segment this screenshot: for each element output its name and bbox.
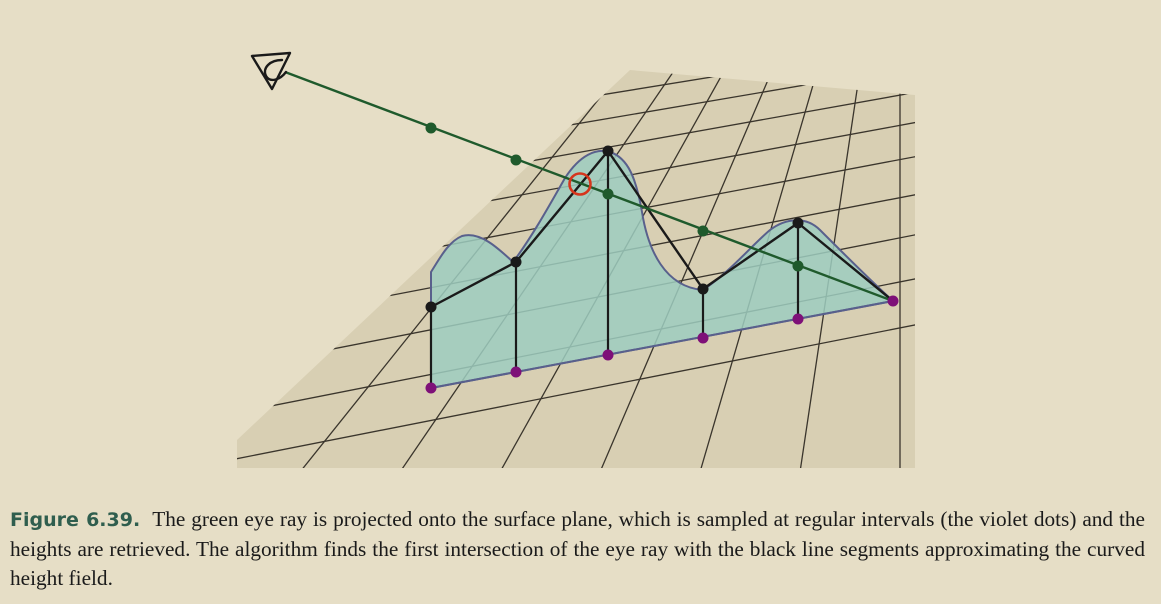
surface-samples: [425, 295, 899, 394]
linear-approximation-segments: [430, 149, 894, 309]
height-point: [510, 256, 522, 268]
figure-label: Figure 6.39.: [10, 509, 141, 531]
ray-step-dot: [425, 122, 437, 134]
height-point: [792, 217, 804, 229]
ray-step-dot: [510, 154, 522, 166]
violet-sample-dot: [425, 382, 437, 394]
projected-ray: [430, 300, 894, 389]
violet-sample-dot: [602, 349, 614, 361]
ray-step-dot: [602, 188, 614, 200]
violet-sample-dot: [510, 366, 522, 378]
height-point: [697, 283, 709, 295]
height-point: [425, 301, 437, 313]
height-point: [602, 145, 614, 157]
figure-caption-text: The green eye ray is projected onto the …: [10, 507, 1145, 590]
ray-step-dot: [697, 225, 709, 237]
violet-sample-dot: [887, 295, 899, 307]
eye-ray-steps: [425, 122, 804, 272]
figure-caption: Figure 6.39. The green eye ray is project…: [10, 505, 1145, 593]
height-points: [425, 145, 804, 313]
violet-sample-dot: [697, 332, 709, 344]
intersection-circle-icon: [568, 172, 592, 196]
violet-sample-dot: [792, 313, 804, 325]
eye-icon: [250, 51, 292, 91]
height-field-diagram: [237, 51, 915, 468]
ray-step-dot: [792, 260, 804, 272]
